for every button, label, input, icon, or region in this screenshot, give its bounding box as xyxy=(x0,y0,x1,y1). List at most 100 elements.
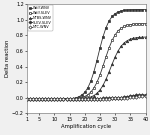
NTC-WNV xyxy=(93,98,95,99)
NTC-WNV xyxy=(32,98,34,99)
NTC-WNV xyxy=(120,97,122,99)
NTBS-WNV xyxy=(57,99,58,100)
Wolf-SLEV xyxy=(114,34,116,36)
Wolf-SLEV xyxy=(78,97,80,99)
Wolf-SLEV xyxy=(38,99,40,100)
SLEV-SLEV xyxy=(138,94,140,96)
NTC-WNV xyxy=(26,98,28,99)
NTBS-WNV xyxy=(129,38,131,40)
Wolf-SLEV xyxy=(41,99,43,100)
SLEV-SLEV xyxy=(102,98,104,99)
NTC-WNV xyxy=(129,97,131,98)
Wolf-WNV xyxy=(69,98,70,100)
NTBS-WNV xyxy=(63,99,64,100)
SLEV-SLEV xyxy=(126,96,128,97)
Wolf-WNV xyxy=(66,98,67,100)
Wolf-SLEV xyxy=(142,23,143,25)
NTC-WNV xyxy=(50,98,52,99)
NTBS-WNV xyxy=(132,38,134,39)
SLEV-SLEV xyxy=(96,98,98,99)
SLEV-SLEV xyxy=(87,98,89,99)
Wolf-WNV xyxy=(44,99,46,100)
NTBS-WNV xyxy=(69,98,70,100)
NTC-WNV xyxy=(81,98,83,99)
Wolf-WNV xyxy=(32,99,34,100)
SLEV-SLEV xyxy=(75,98,76,99)
Wolf-WNV xyxy=(29,99,31,100)
Wolf-SLEV xyxy=(84,96,86,97)
Wolf-SLEV xyxy=(57,99,58,100)
NTC-WNV xyxy=(111,98,113,99)
Wolf-SLEV xyxy=(69,98,70,100)
Line: Wolf-SLEV: Wolf-SLEV xyxy=(26,22,147,101)
Wolf-SLEV xyxy=(135,23,137,25)
NTC-WNV xyxy=(99,98,101,99)
NTBS-WNV xyxy=(142,36,143,38)
Wolf-WNV xyxy=(72,98,74,99)
Wolf-SLEV xyxy=(81,97,83,98)
NTC-WNV xyxy=(102,98,104,99)
SLEV-SLEV xyxy=(84,98,86,99)
NTBS-WNV xyxy=(50,99,52,100)
NTBS-WNV xyxy=(81,98,83,100)
NTBS-WNV xyxy=(99,89,101,91)
NTBS-WNV xyxy=(111,63,113,65)
SLEV-SLEV xyxy=(53,98,55,99)
SLEV-SLEV xyxy=(35,98,37,99)
NTBS-WNV xyxy=(47,99,49,100)
Wolf-WNV xyxy=(105,27,107,28)
Wolf-WNV xyxy=(93,71,95,73)
NTC-WNV xyxy=(69,98,70,99)
SLEV-SLEV xyxy=(142,94,143,96)
Wolf-SLEV xyxy=(32,99,34,100)
NTC-WNV xyxy=(123,97,125,99)
SLEV-SLEV xyxy=(26,98,28,99)
Wolf-SLEV xyxy=(126,25,128,26)
SLEV-SLEV xyxy=(135,94,137,96)
Y-axis label: Delta reaction: Delta reaction xyxy=(5,40,10,77)
NTBS-WNV xyxy=(90,96,92,98)
Wolf-SLEV xyxy=(44,99,46,100)
NTC-WNV xyxy=(38,98,40,99)
Wolf-SLEV xyxy=(75,98,76,99)
Wolf-WNV xyxy=(90,80,92,82)
SLEV-SLEV xyxy=(57,98,58,99)
Wolf-SLEV xyxy=(47,99,49,100)
SLEV-SLEV xyxy=(29,98,31,99)
SLEV-SLEV xyxy=(108,98,110,99)
Wolf-SLEV xyxy=(120,27,122,29)
NTBS-WNV xyxy=(96,93,98,94)
Wolf-SLEV xyxy=(105,56,107,58)
Wolf-SLEV xyxy=(129,24,131,26)
Wolf-SLEV xyxy=(145,23,146,24)
SLEV-SLEV xyxy=(72,98,74,99)
Wolf-WNV xyxy=(38,99,40,100)
Wolf-SLEV xyxy=(102,65,104,67)
SLEV-SLEV xyxy=(81,98,83,99)
Wolf-SLEV xyxy=(117,30,119,32)
NTC-WNV xyxy=(145,95,146,97)
NTC-WNV xyxy=(47,98,49,99)
NTC-WNV xyxy=(142,95,143,97)
NTBS-WNV xyxy=(126,40,128,41)
Wolf-WNV xyxy=(78,96,80,98)
NTBS-WNV xyxy=(114,56,116,58)
NTC-WNV xyxy=(108,98,110,99)
NTC-WNV xyxy=(96,98,98,99)
NTBS-WNV xyxy=(44,99,46,100)
NTC-WNV xyxy=(35,98,37,99)
Wolf-SLEV xyxy=(50,99,52,100)
Wolf-SLEV xyxy=(90,91,92,93)
NTBS-WNV xyxy=(35,99,37,100)
Wolf-WNV xyxy=(145,9,146,10)
NTC-WNV xyxy=(53,98,55,99)
SLEV-SLEV xyxy=(78,98,80,99)
NTC-WNV xyxy=(72,98,74,99)
Wolf-WNV xyxy=(87,87,89,89)
NTC-WNV xyxy=(60,98,61,99)
Wolf-SLEV xyxy=(63,98,64,100)
SLEV-SLEV xyxy=(120,97,122,98)
Wolf-SLEV xyxy=(111,40,113,41)
NTC-WNV xyxy=(135,96,137,97)
Wolf-WNV xyxy=(135,9,137,10)
